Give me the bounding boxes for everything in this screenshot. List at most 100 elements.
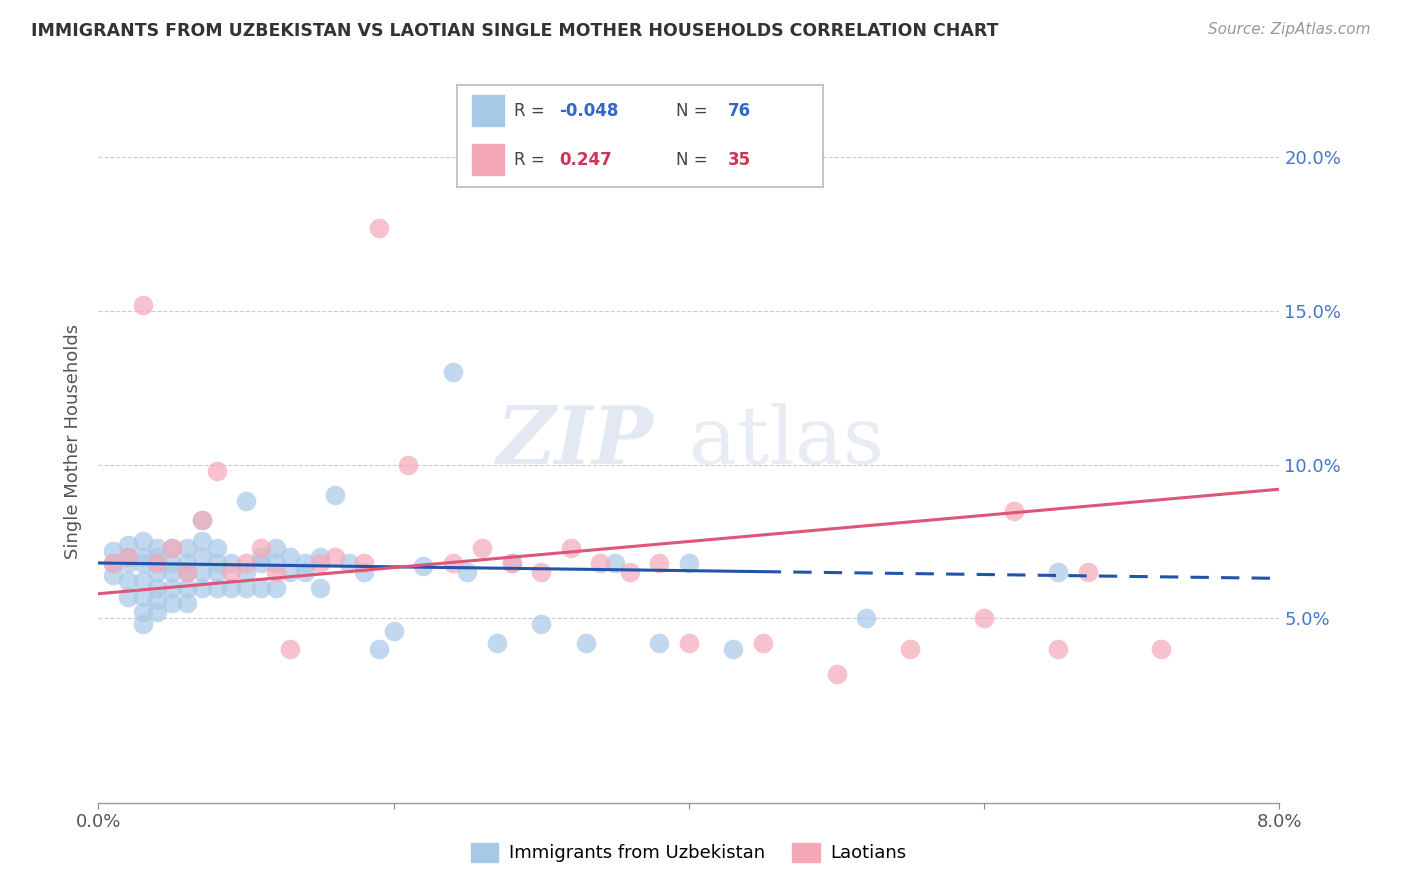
Point [412,559,434,574]
Point [103,556,125,570]
Point [103,568,125,582]
Point [441,556,464,570]
Text: N =: N = [676,151,713,169]
Point [146,556,169,570]
Point [146,556,169,570]
Point [339,556,361,570]
Point [191,549,214,564]
Point [648,556,671,570]
Point [486,636,509,650]
Point [250,556,273,570]
Point [382,624,405,638]
Point [132,617,155,632]
Point [176,581,198,595]
Point [205,581,228,595]
Point [191,513,214,527]
Point [162,556,183,570]
Point [103,543,125,558]
Point [368,642,391,657]
Point [309,581,332,595]
Point [132,549,155,564]
Point [575,636,598,650]
Point [368,220,391,235]
Point [441,365,464,379]
Bar [471,95,505,126]
Point [678,556,700,570]
Point [501,556,523,570]
Text: atlas: atlas [689,402,884,481]
Point [146,541,169,555]
Point [723,642,745,657]
Point [205,541,228,555]
Point [146,605,169,619]
Point [191,565,214,579]
Point [250,541,273,555]
Point [221,556,243,570]
Point [294,565,316,579]
Point [191,581,214,595]
Point [323,549,346,564]
Point [280,565,302,579]
Point [117,537,139,551]
Point [1150,642,1173,657]
Point [309,556,332,570]
Point [280,549,302,564]
Point [176,541,198,555]
Point [250,581,273,595]
Point [678,636,700,650]
Point [205,556,228,570]
Text: Source: ZipAtlas.com: Source: ZipAtlas.com [1208,22,1371,37]
Point [398,458,420,472]
Point [530,565,553,579]
Point [501,556,523,570]
Point [117,556,139,570]
Point [235,494,257,508]
Point [176,565,198,579]
Point [162,541,183,555]
Point [132,590,155,604]
Point [825,666,848,681]
Point [162,581,183,595]
Point [235,581,257,595]
Point [648,636,671,650]
Text: 76: 76 [727,102,751,120]
Point [191,513,214,527]
Point [191,534,214,549]
Point [973,611,995,625]
Point [117,549,139,564]
Bar [471,145,505,175]
Point [752,636,775,650]
Y-axis label: Single Mother Households: Single Mother Households [63,324,82,559]
Text: 35: 35 [727,151,751,169]
Point [117,574,139,589]
Point [1046,565,1070,579]
Point [146,549,169,564]
Text: R =: R = [513,151,555,169]
Point [530,617,553,632]
Point [235,565,257,579]
Point [309,549,332,564]
Point [146,581,169,595]
Point [1002,504,1025,518]
Point [117,590,139,604]
Point [264,556,287,570]
Text: -0.048: -0.048 [560,102,619,120]
Point [146,565,169,579]
Point [471,541,494,555]
Point [605,556,627,570]
Point [250,549,273,564]
Point [457,565,479,579]
Point [132,534,155,549]
Point [176,596,198,610]
Text: R =: R = [513,102,550,120]
Point [353,565,375,579]
Point [162,565,183,579]
Point [280,642,302,657]
Text: 0.247: 0.247 [560,151,612,169]
Point [176,556,198,570]
Point [162,596,183,610]
Point [103,556,125,570]
Point [1077,565,1099,579]
Point [132,556,155,570]
Legend: Immigrants from Uzbekistan, Laotians: Immigrants from Uzbekistan, Laotians [471,843,907,863]
